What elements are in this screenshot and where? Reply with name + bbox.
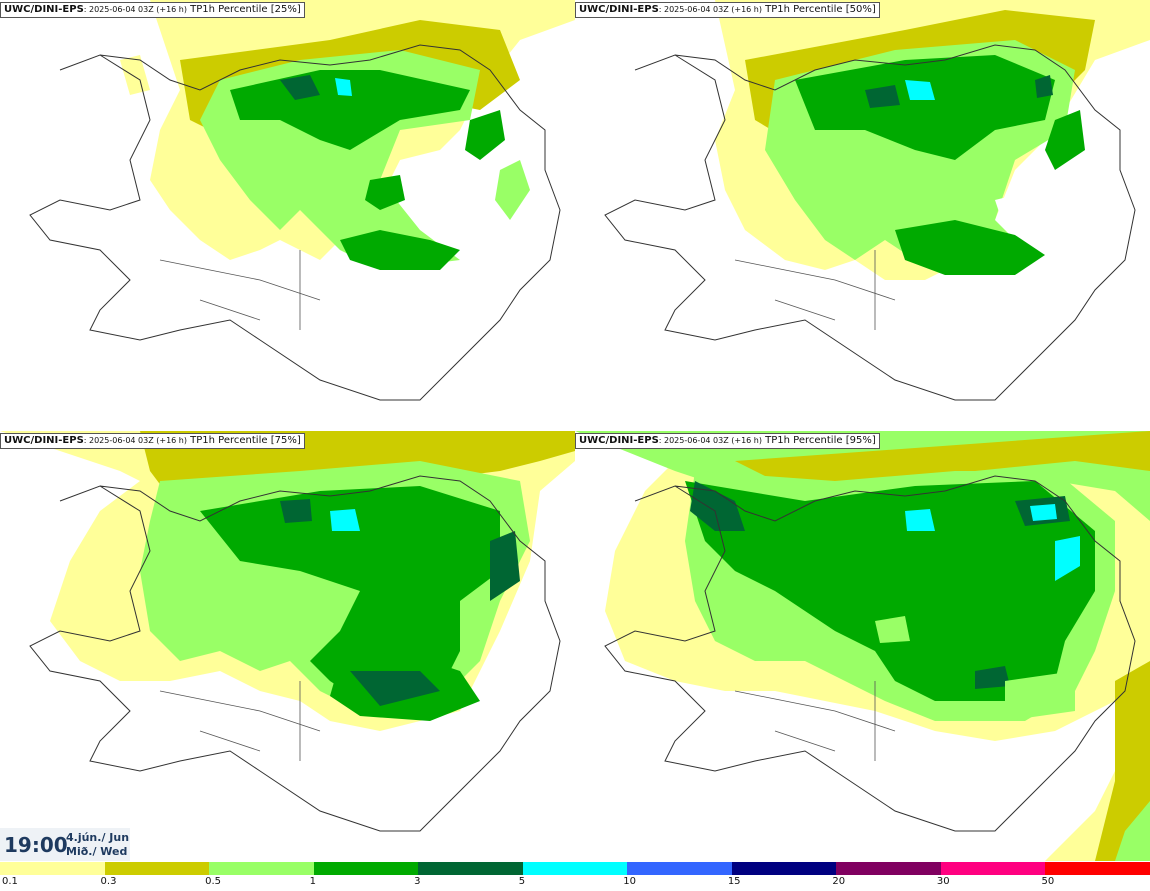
legend-label: 20 — [832, 876, 846, 887]
legend-label: 10 — [623, 876, 636, 887]
precip-map-p25 — [29, 0, 575, 401]
legend-label: 30 — [936, 876, 950, 887]
map-panel-p95: UWC/DINI-EPS: 2025-06-04 03Z (+16 h) TP1… — [575, 431, 1150, 861]
legend-swatch — [522, 862, 628, 875]
panel-title: UWC/DINI-EPS: 2025-06-04 03Z (+16 h) TP1… — [575, 2, 880, 18]
valid-date: 4.jún./ Jun — [66, 831, 130, 844]
precip-map-p95 — [575, 431, 1150, 861]
legend-swatch — [0, 862, 105, 875]
legend-label: 0.5 — [205, 876, 221, 887]
precip-map-p50 — [604, 0, 1150, 401]
map-panel-p25: UWC/DINI-EPS: 2025-06-04 03Z (+16 h) TP1… — [0, 0, 575, 430]
precip-map-p75 — [0, 431, 575, 832]
map-panel-p50: UWC/DINI-EPS: 2025-06-04 03Z (+16 h) TP1… — [575, 0, 1150, 430]
valid-time-box: 19:00 4.jún./ Jun Mið./ Wed — [0, 828, 130, 861]
legend-swatch — [940, 862, 1046, 875]
valid-weekday: Mið./ Wed — [66, 845, 128, 858]
legend-swatch — [836, 862, 941, 875]
legend-label: 3 — [414, 876, 421, 887]
legend-swatch — [209, 862, 314, 875]
legend-swatch — [313, 862, 419, 875]
legend-swatch — [418, 862, 523, 875]
panel-title: UWC/DINI-EPS: 2025-06-04 03Z (+16 h) TP1… — [575, 433, 880, 449]
panel-title: UWC/DINI-EPS: 2025-06-04 03Z (+16 h) TP1… — [0, 433, 305, 449]
valid-time: 19:00 — [4, 833, 68, 857]
legend-swatch — [104, 862, 210, 875]
legend-labels: 0.1 0.3 0.5 1 3 5 10 15 20 30 50 — [0, 876, 1150, 890]
legend-swatch — [731, 862, 837, 875]
panel-title: UWC/DINI-EPS: 2025-06-04 03Z (+16 h) TP1… — [0, 2, 305, 18]
legend-label: 0.1 — [2, 876, 18, 887]
legend-swatch — [627, 862, 732, 875]
legend-label: 50 — [1041, 876, 1055, 887]
legend-label: 15 — [727, 876, 741, 887]
legend-label: 5 — [518, 876, 526, 887]
legend-swatch — [1045, 862, 1150, 875]
legend-label: 1 — [309, 876, 316, 887]
map-panel-p75: UWC/DINI-EPS: 2025-06-04 03Z (+16 h) TP1… — [0, 431, 575, 861]
legend-label: 0.3 — [100, 876, 117, 887]
legend-colorbar — [0, 862, 1150, 875]
